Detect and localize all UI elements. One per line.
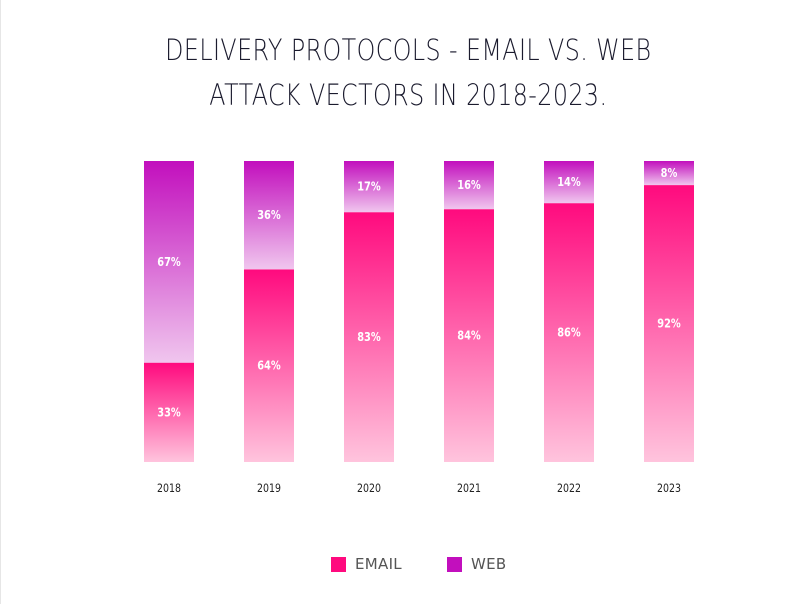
legend: EMAIL WEB — [0, 554, 812, 574]
x-tick-label-2019: 2019 — [257, 482, 281, 495]
data-label-web-2019: 36% — [257, 208, 281, 222]
bar-web-2019 — [244, 161, 294, 270]
data-label-email-2019: 64% — [257, 359, 281, 373]
legend-item-web: WEB — [447, 554, 507, 574]
legend-label-web: WEB — [471, 555, 507, 573]
data-label-web-2021: 16% — [457, 178, 481, 192]
legend-swatch-web — [447, 556, 462, 572]
chart-title-line-1: DELIVERY PROTOCOLS - EMAIL VS. WEB — [165, 33, 652, 67]
frame-edge — [0, 0, 1, 604]
data-label-web-2022: 14% — [557, 175, 581, 189]
data-label-email-2021: 84% — [457, 329, 481, 343]
x-tick-label-2020: 2020 — [357, 482, 381, 495]
bar-email-2021 — [444, 209, 494, 462]
legend-item-email: EMAIL — [331, 554, 402, 574]
bars-group: 33% 67% 64% 36% 83% 17% 84% 16% 86% 14% 92% 8% — [144, 161, 694, 462]
bar-web-2021 — [444, 161, 494, 210]
x-tick-label-2018: 2018 — [157, 482, 181, 495]
data-label-web-2018: 67% — [157, 255, 181, 269]
bar-web-2018 — [144, 161, 194, 363]
bar-email-2018 — [144, 362, 194, 462]
bar-web-2020 — [344, 161, 394, 213]
data-label-web-2023: 8% — [661, 166, 678, 180]
bar-email-2023 — [644, 185, 694, 462]
data-label-web-2020: 17% — [357, 180, 381, 194]
x-axis-ticks: 2018 2019 2020 2021 2022 2023 — [157, 482, 681, 495]
bar-web-2023 — [644, 161, 694, 186]
bar-email-2022 — [544, 203, 594, 462]
legend-label-email: EMAIL — [355, 555, 402, 573]
data-label-email-2018: 33% — [157, 405, 181, 419]
data-label-email-2022: 86% — [557, 326, 581, 340]
x-tick-label-2023: 2023 — [657, 482, 681, 495]
bar-email-2020 — [344, 212, 394, 462]
x-tick-label-2022: 2022 — [557, 482, 581, 495]
chart-title: DELIVERY PROTOCOLS - EMAIL VS. WEB ATTAC… — [75, 28, 741, 118]
data-label-email-2023: 92% — [657, 317, 681, 331]
legend-swatch-email — [331, 556, 346, 572]
bar-web-2022 — [544, 161, 594, 204]
data-label-email-2020: 83% — [357, 330, 381, 344]
chart-title-line-2: ATTACK VECTORS IN 2018-2023. — [209, 78, 608, 112]
bar-email-2019 — [244, 269, 294, 462]
x-tick-label-2021: 2021 — [457, 482, 481, 495]
